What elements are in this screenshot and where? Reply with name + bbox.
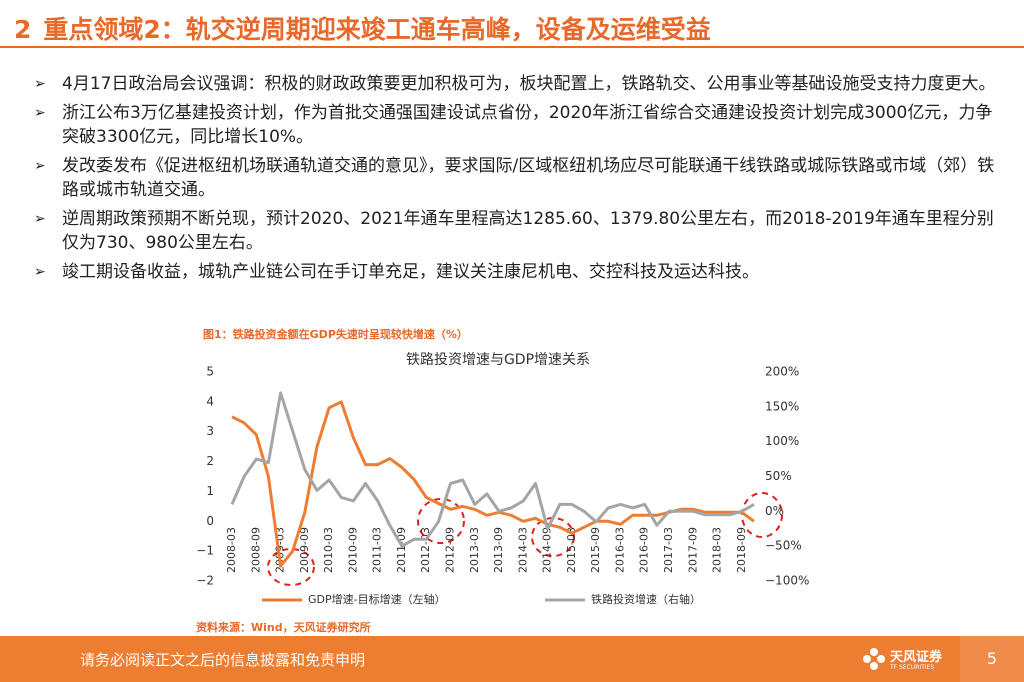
logo-text: 天风证券	[890, 650, 943, 665]
y-tick-label: 0	[206, 514, 214, 528]
highlight-circle	[417, 498, 465, 544]
x-tick-label: 2018-03	[711, 527, 724, 573]
bullet-list: 4月17日政治局会议强调：积极的财政政策要更加积极可为，板块配置上，铁路轨交、公…	[34, 72, 1002, 289]
x-tick-label: 2011-03	[371, 527, 384, 573]
legend-label: 铁路投资增速（右轴）	[591, 592, 701, 606]
bullet: 4月17日政治局会议强调：积极的财政政策要更加积极可为，板块配置上，铁路轨交、公…	[34, 72, 1002, 96]
x-tick-label: 2014-03	[516, 527, 529, 573]
x-tick-label: 2014-09	[541, 527, 554, 573]
legend-label: GDP增速-目标增速（左轴）	[308, 592, 446, 606]
y2-tick-label: 100%	[765, 434, 799, 448]
logo-icon	[863, 648, 885, 670]
y2-tick-label: −100%	[765, 574, 809, 588]
disclaimer: 请务必阅读正文之后的信息披露和免责申明	[80, 651, 366, 669]
y-tick-label: 4	[206, 394, 214, 408]
x-tick-label: 2010-09	[346, 527, 359, 573]
x-tick-label: 2017-09	[686, 527, 699, 573]
header-rule	[0, 46, 1024, 48]
bullet: 逆周期政策预期不断兑现，预计2020、2021年通车里程高达1285.60、13…	[34, 207, 1002, 255]
chart-title: 铁路投资增速与GDP增速关系	[406, 352, 590, 368]
y-tick-label: 1	[206, 484, 214, 498]
highlight-circle	[267, 548, 315, 586]
series-line	[230, 391, 755, 548]
y-tick-label: −1	[196, 544, 214, 558]
y-tick-label: 3	[206, 424, 214, 438]
header: 2 重点领域2：轨交逆周期迎来竣工通车高峰，设备及运维受益	[14, 10, 723, 46]
x-tick-label: 2009-09	[298, 527, 311, 573]
bullet: 浙江公布3万亿基建投资计划，作为首批交通强国建设试点省份，2020年浙江省综合交…	[34, 101, 1002, 149]
logo: 天风证券 TF SECURITIES	[862, 644, 952, 676]
section-number: 2	[14, 15, 32, 44]
x-tick-label: 2015-03	[565, 527, 578, 573]
x-tick-label: 2010-03	[322, 527, 335, 573]
x-tick-label: 2016-03	[613, 527, 626, 573]
x-tick-label: 2016-09	[638, 527, 651, 573]
x-tick-label: 2013-03	[468, 527, 481, 573]
x-tick-label: 2013-09	[492, 527, 505, 573]
x-tick-label: 2008-03	[225, 527, 238, 573]
figure-caption: 图1：铁路投资金额在GDP失速时呈现较快增速（%）	[203, 328, 468, 341]
x-tick-label: 2012-09	[444, 527, 457, 573]
bullet: 发改委发布《促进枢纽机场联通轨道交通的意见》，要求国际/区域枢纽机场应尽可能联通…	[34, 154, 1002, 202]
y2-tick-label: 200%	[765, 365, 799, 379]
x-tick-label: 2017-03	[662, 527, 675, 573]
page-number: 5	[960, 636, 1024, 682]
logo-subtext: TF SECURITIES	[890, 664, 935, 671]
x-tick-label: 2008-09	[249, 527, 262, 573]
x-tick-label: 2015-09	[589, 527, 602, 573]
y-tick-label: 5	[206, 365, 214, 379]
y2-tick-label: 50%	[765, 469, 792, 483]
bullet: 竣工期设备收益，城轨产业链公司在手订单充足，建议关注康尼机电、交控科技及运达科技…	[34, 260, 1002, 284]
x-tick-label: 2011-09	[395, 527, 408, 573]
x-tick-label: 2018-09	[735, 527, 748, 573]
header-title: 重点领域2：轨交逆周期迎来竣工通车高峰，设备及运维受益	[43, 15, 711, 44]
y2-tick-label: 150%	[765, 399, 799, 413]
y-tick-label: −2	[196, 574, 214, 588]
y2-tick-label: −50%	[765, 539, 802, 553]
y2-tick-label: 0%	[765, 504, 784, 518]
highlight-circle	[741, 492, 783, 538]
figure-source: 资料来源：Wind，天风证券研究所	[196, 621, 371, 634]
y-tick-label: 2	[206, 454, 214, 468]
footer: 请务必阅读正文之后的信息披露和免责申明 天风证券 TF SECURITIES 5	[0, 636, 1024, 682]
